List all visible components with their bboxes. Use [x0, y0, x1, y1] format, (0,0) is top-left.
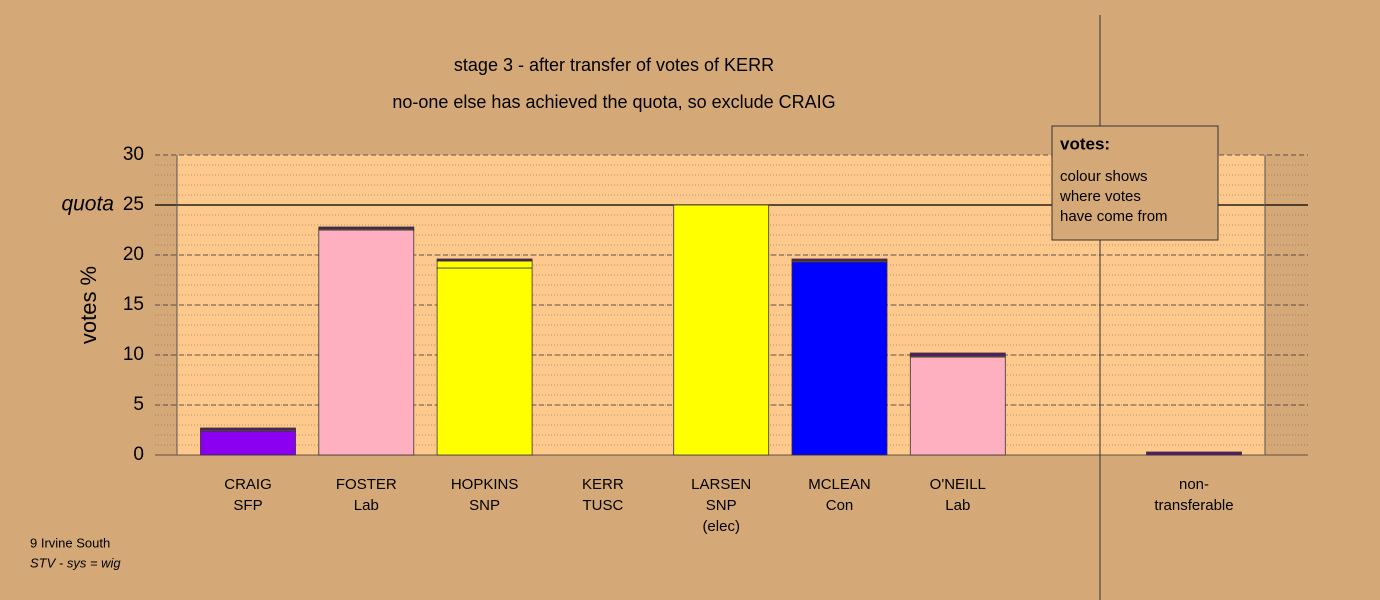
bar-segment	[436, 260, 533, 269]
y-axis-label: votes %	[76, 266, 101, 344]
x-tick-label: HOPKINS	[451, 476, 519, 493]
y-tick-label: 5	[133, 394, 144, 415]
legend-text: have come from	[1060, 208, 1168, 225]
bar-segment	[318, 226, 415, 230]
quota-label: quota	[61, 193, 114, 216]
x-tick-label: transferable	[1154, 497, 1233, 514]
y-tick-label: 15	[123, 294, 144, 315]
x-tick-label: Lab	[354, 497, 379, 514]
bar-segment	[791, 258, 888, 262]
bar-segment	[436, 267, 533, 456]
bar-segment	[909, 356, 1006, 456]
x-tick-label: KERR	[582, 476, 624, 493]
y-tick-label: 25	[123, 194, 144, 215]
footer: STV - sys = wig	[30, 555, 121, 570]
legend-box	[1051, 125, 1219, 241]
y-tick-label: 10	[123, 344, 144, 365]
x-tick-label: Lab	[945, 497, 970, 514]
x-tick-label: FOSTER	[336, 476, 397, 493]
plot: 0 5 10 15 20 25 30 quota CRAIG SFP FOSTER Lab HOPKIN…	[61, 144, 1308, 535]
x-tick-label: SFP	[233, 497, 262, 514]
x-tick-label: SNP	[706, 497, 737, 514]
bar-segment	[200, 427, 296, 431]
x-tick-label: (elec)	[702, 518, 740, 535]
bar-segment	[909, 352, 1006, 357]
bar-segment	[200, 430, 296, 456]
x-tick-label: LARSEN	[691, 476, 751, 493]
legend-text: where votes	[1059, 188, 1141, 205]
x-tick-label: MCLEAN	[808, 476, 871, 493]
x-tick-label: Con	[826, 497, 854, 514]
chart-subtitle: no-one else has achieved the quota, so e…	[392, 92, 835, 112]
y-tick-label: 0	[133, 444, 144, 465]
legend-title: votes:	[1060, 134, 1110, 153]
legend-text: colour shows	[1060, 168, 1148, 185]
x-tick-label: O'NEILL	[930, 476, 986, 493]
bar-segment	[673, 204, 770, 456]
y-tick-label: 30	[123, 144, 144, 165]
bar-segment	[791, 261, 888, 456]
x-tick-label: CRAIG	[224, 476, 272, 493]
x-tick-label: SNP	[469, 497, 500, 514]
footer: 9 Irvine South	[30, 535, 110, 550]
chart-title: stage 3 - after transfer of votes of KER…	[454, 55, 774, 75]
bar-segment	[318, 229, 415, 456]
bar	[1146, 451, 1242, 456]
x-tick-label: non-	[1179, 476, 1209, 493]
bar-segment	[436, 258, 533, 262]
x-tick-label: TUSC	[582, 497, 623, 514]
y-tick-label: 20	[123, 244, 144, 265]
